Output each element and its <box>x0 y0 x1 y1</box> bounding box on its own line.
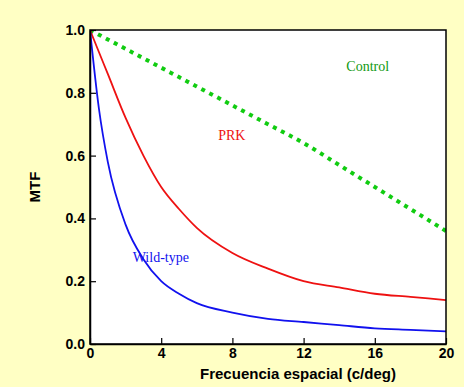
tick-label: 8 <box>229 345 237 361</box>
tick-mark <box>90 281 96 282</box>
plot: 0 4 8 12 16 20 0.0 0.2 0.4 0.6 0.8 1.0 Control PRK Wil… <box>66 22 455 361</box>
tick-label: 12 <box>296 345 312 361</box>
tick-mark <box>375 338 376 344</box>
tick-label: 20 <box>439 345 455 361</box>
tick: 12 <box>296 338 312 361</box>
tick-mark <box>232 338 233 344</box>
tick-mark <box>90 93 96 94</box>
tick-label: 0.8 <box>66 85 86 101</box>
tick: 0.8 <box>66 85 96 101</box>
series-line <box>90 30 446 331</box>
tick-mark <box>161 338 162 344</box>
tick-label: 0.2 <box>66 273 86 289</box>
tick-mark <box>304 338 305 344</box>
x-axis-title: Frecuencia espacial (c/deg) <box>200 365 396 382</box>
series-group <box>90 30 446 331</box>
chart: 0 4 8 12 16 20 0.0 0.2 0.4 0.6 0.8 1.0 Control PRK Wil… <box>0 0 464 387</box>
tick-label: 0.4 <box>66 210 86 226</box>
series-label: Control <box>346 59 389 74</box>
tick-mark <box>90 218 96 219</box>
tick: 16 <box>368 338 384 361</box>
tick: 8 <box>229 338 237 361</box>
tick-label: 0 <box>87 345 95 361</box>
tick-label: 16 <box>368 345 384 361</box>
tick: 4 <box>158 338 166 361</box>
y-axis-title: MTF <box>26 172 43 203</box>
tick: 0.2 <box>66 273 96 289</box>
x-axis: 0 4 8 12 16 20 <box>87 338 455 361</box>
tick-label: 0.6 <box>66 148 86 164</box>
series-line <box>90 30 446 300</box>
series-label: Wild-type <box>133 250 189 265</box>
plot-frame <box>90 30 446 344</box>
tick: 0.6 <box>66 148 96 164</box>
series-label: PRK <box>218 128 245 143</box>
tick: 0.4 <box>66 210 96 226</box>
y-axis: 0.0 0.2 0.4 0.6 0.8 1.0 <box>66 22 96 352</box>
tick-label: 1.0 <box>66 22 86 38</box>
tick-label: 4 <box>158 345 166 361</box>
plot-background <box>90 30 446 344</box>
tick-label: 0.0 <box>66 336 86 352</box>
tick-mark <box>90 156 96 157</box>
series-line <box>90 30 446 231</box>
